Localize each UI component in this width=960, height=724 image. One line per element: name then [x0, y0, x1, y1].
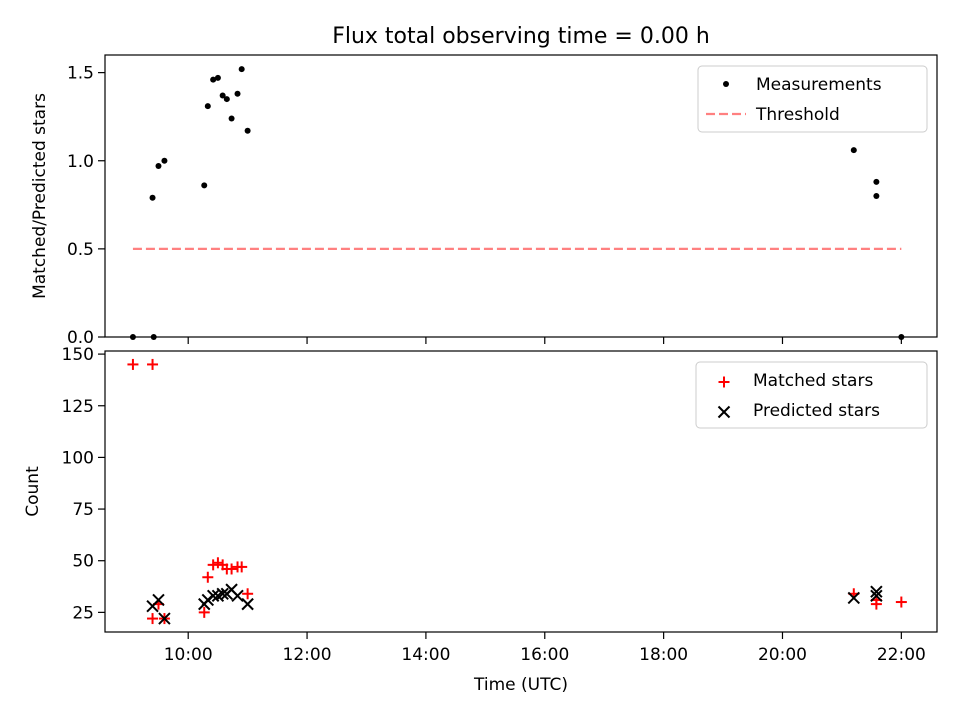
measurement-point — [161, 157, 168, 164]
measurement-point — [149, 194, 156, 201]
predicted-star-point-b — [847, 591, 861, 605]
y-tick-label: 75 — [72, 500, 94, 520]
legend: Matched stars Predicted stars — [695, 361, 928, 429]
measurement-point — [219, 92, 226, 99]
predicted-star-point — [158, 612, 171, 625]
y-tick-label: 150 — [62, 345, 94, 365]
measurement-point — [210, 76, 217, 83]
measurement-point — [234, 90, 241, 97]
predicted-star-point — [870, 589, 883, 603]
predicted-star-point-b — [216, 587, 229, 600]
legend-box — [695, 361, 928, 429]
measurement-point — [214, 74, 221, 81]
measurement-point — [155, 163, 162, 170]
matched-star-point — [207, 559, 219, 571]
predicted-star-point — [216, 587, 229, 600]
matched-star-point — [147, 613, 159, 625]
top-subplot: 0.0 0.5 1.0 1.5 Matched/Predicted stars Measu… — [30, 54, 938, 348]
y-axis-label: Count — [23, 466, 43, 517]
legend-predicted-marker — [717, 405, 731, 419]
y-axis-label: Matched/Predicted stars — [30, 93, 50, 299]
y-tick-label: 0.0 — [67, 328, 94, 348]
axes-frame — [104, 54, 938, 338]
y-tick-label: 50 — [72, 552, 94, 572]
legend-measurement-marker — [723, 81, 729, 87]
matched-star-point — [236, 561, 248, 573]
measurement-point — [873, 178, 880, 185]
x-tick-label: 14:00 — [401, 645, 450, 665]
y-tick-label: 125 — [62, 397, 94, 417]
matched-star-point — [202, 571, 214, 583]
predicted-star-point-b — [152, 593, 165, 607]
x-tick-label: 10:00 — [164, 645, 213, 665]
measurement-point — [873, 193, 880, 199]
legend-label: Measurements — [756, 75, 882, 95]
predicted-star-point — [231, 589, 244, 603]
matched-star-point — [212, 557, 224, 569]
legend-predicted-marker-b — [717, 405, 731, 419]
legend-label: Predicted stars — [753, 401, 880, 421]
x-tick-label: 22:00 — [877, 645, 926, 665]
predicted-star-point-b — [231, 589, 244, 603]
predicted-star-point — [152, 593, 165, 607]
legend-label: Matched stars — [753, 371, 873, 391]
measurement-point — [204, 103, 211, 110]
predicted-star-point-b — [870, 585, 883, 598]
legend-label: Threshold — [755, 105, 840, 125]
legend: Measurements Threshold — [697, 65, 928, 133]
predicted-star-point-b — [241, 597, 254, 611]
x-tick-label: 16:00 — [520, 645, 569, 665]
legend-box — [697, 65, 928, 133]
matched-star-point — [895, 596, 907, 608]
predicted-star-point — [847, 591, 861, 605]
y-tick-label: 25 — [72, 603, 94, 623]
measurement-point — [201, 182, 208, 189]
measurement-point — [244, 127, 251, 134]
measurement-point — [228, 115, 235, 122]
measurement-point — [238, 66, 245, 73]
x-tick-label: 20:00 — [758, 645, 807, 665]
y-tick-label: 1.5 — [67, 64, 94, 84]
predicted-star-point-b — [206, 589, 220, 603]
measurement-point — [850, 147, 857, 154]
matched-star-point — [127, 358, 139, 370]
predicted-star-point-b — [225, 583, 238, 596]
x-axis-label: Time (UTC) — [473, 675, 568, 695]
matched-star-point — [147, 358, 159, 370]
bottom-subplot: 25 50 75 100 125 150 10:00 12:00 14:00 16:00 18:00… — [23, 345, 938, 695]
figure-title: Flux total observing time = 0.00 h — [332, 24, 710, 49]
predicted-star-point-b — [870, 589, 883, 603]
axes-frame — [104, 350, 938, 633]
predicted-star-point — [870, 585, 883, 598]
y-tick-label: 0.5 — [67, 240, 94, 260]
y-tick-label: 1.0 — [67, 152, 94, 172]
matched-star-point — [226, 563, 238, 575]
predicted-star-point — [241, 597, 254, 611]
x-tick-label: 12:00 — [283, 645, 332, 665]
y-tick-label: 100 — [62, 448, 94, 468]
legend-matched-marker — [718, 376, 730, 388]
x-tick-label: 18:00 — [639, 645, 688, 665]
measurement-point — [223, 96, 230, 103]
predicted-star-point-b — [158, 612, 171, 625]
predicted-star-point — [206, 589, 220, 603]
matched-star-point — [242, 588, 254, 600]
matched-star-point — [198, 606, 210, 618]
